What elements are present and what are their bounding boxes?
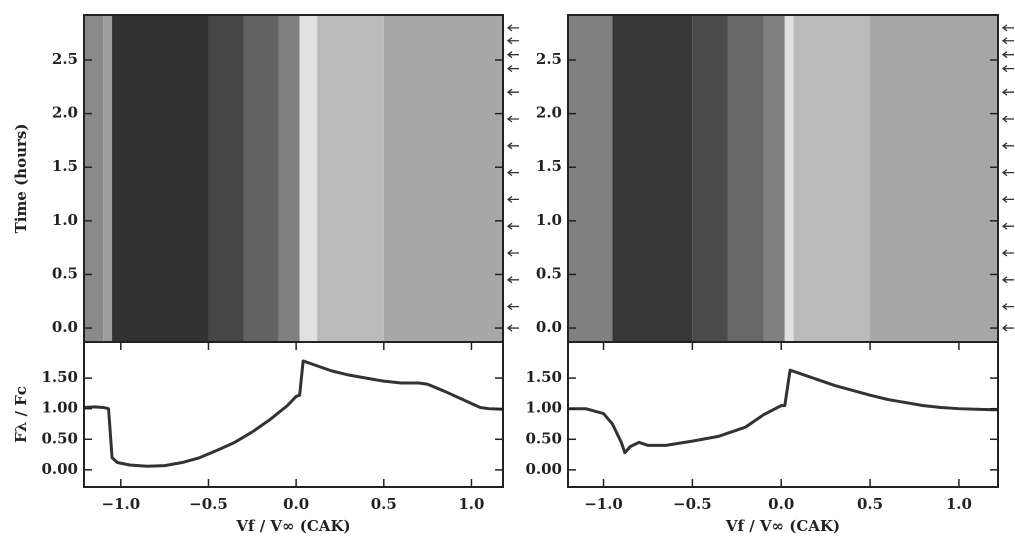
y-tick-label: 0.50 bbox=[41, 429, 78, 447]
y-tick-label: 1.00 bbox=[41, 399, 78, 417]
heatmap-cell bbox=[84, 15, 104, 342]
time-arrow bbox=[1001, 195, 1014, 203]
plot-frame bbox=[83, 341, 504, 488]
heatmap-cell bbox=[870, 15, 998, 342]
time-arrow bbox=[1001, 24, 1014, 32]
time-arrow bbox=[506, 142, 519, 150]
heatmap-cell bbox=[763, 15, 785, 342]
time-arrow bbox=[1001, 276, 1014, 284]
heatmap-cell bbox=[383, 15, 503, 342]
y-tick-label: 0.00 bbox=[525, 460, 562, 478]
heatmap-cell bbox=[112, 15, 209, 342]
heatmap-cell bbox=[103, 15, 113, 342]
time-arrow bbox=[506, 37, 519, 45]
x-tick-label: 0.5 bbox=[857, 495, 883, 513]
time-arrow bbox=[506, 51, 519, 59]
x-tick-label: 1.0 bbox=[458, 495, 484, 513]
y-tick-label: 1.00 bbox=[525, 399, 562, 417]
time-arrow bbox=[506, 222, 519, 230]
y-axis-label: Time (hours) bbox=[12, 124, 30, 234]
y-tick-label: 1.0 bbox=[536, 211, 562, 229]
plot-frame bbox=[567, 341, 999, 488]
time-arrow bbox=[1001, 115, 1014, 123]
y-axis-label: Fλ / Fc bbox=[12, 386, 30, 443]
spectrum-line bbox=[568, 368, 999, 455]
time-arrow bbox=[506, 169, 519, 177]
y-tick-label: 0.5 bbox=[536, 264, 562, 282]
x-tick-label: 0.0 bbox=[283, 495, 309, 513]
y-tick-label: 0.0 bbox=[536, 318, 562, 336]
time-arrow bbox=[506, 324, 519, 332]
time-arrow bbox=[506, 65, 519, 73]
time-arrow bbox=[506, 88, 519, 96]
time-arrow bbox=[1001, 142, 1014, 150]
heatmap-cell bbox=[793, 15, 871, 342]
x-tick-label: −1.0 bbox=[584, 495, 623, 513]
heatmap-cell bbox=[299, 15, 318, 342]
y-tick-label: 2.0 bbox=[536, 104, 562, 122]
time-arrow bbox=[1001, 51, 1014, 59]
x-tick-label: 0.5 bbox=[371, 495, 397, 513]
heatmap-cell bbox=[243, 15, 279, 342]
time-arrow bbox=[506, 303, 519, 311]
spectrum-line bbox=[83, 359, 504, 468]
y-tick-label: 0.0 bbox=[52, 318, 78, 336]
x-axis-label: Vf / V∞ (CAK) bbox=[725, 517, 840, 535]
x-tick-label: −1.0 bbox=[101, 495, 140, 513]
y-tick-label: 1.50 bbox=[41, 368, 78, 386]
time-arrow bbox=[1001, 249, 1014, 257]
x-tick-label: 1.0 bbox=[946, 495, 972, 513]
heatmap-cell bbox=[317, 15, 384, 342]
y-tick-label: 1.50 bbox=[525, 368, 562, 386]
heatmap-cell bbox=[692, 15, 728, 342]
time-arrow bbox=[506, 115, 519, 123]
y-tick-label: 1.5 bbox=[536, 157, 562, 175]
time-arrow bbox=[506, 195, 519, 203]
heatmap-cell bbox=[784, 15, 794, 342]
time-arrow bbox=[1001, 65, 1014, 73]
time-arrow bbox=[506, 249, 519, 257]
heatmap-cell bbox=[278, 15, 300, 342]
y-tick-label: 1.5 bbox=[52, 157, 78, 175]
y-tick-label: 2.0 bbox=[52, 104, 78, 122]
heatmap-cell bbox=[208, 15, 244, 342]
time-arrow bbox=[506, 24, 519, 32]
x-tick-label: −0.5 bbox=[673, 495, 712, 513]
time-arrow bbox=[1001, 88, 1014, 96]
y-tick-label: 0.50 bbox=[525, 429, 562, 447]
y-tick-label: 0.00 bbox=[41, 460, 78, 478]
heatmap-cell bbox=[612, 15, 693, 342]
x-axis-label: Vf / V∞ (CAK) bbox=[235, 517, 350, 535]
heatmap-cell bbox=[727, 15, 764, 342]
y-tick-label: 0.5 bbox=[52, 264, 78, 282]
time-arrow bbox=[1001, 324, 1014, 332]
x-tick-label: −0.5 bbox=[189, 495, 228, 513]
x-tick-label: 0.0 bbox=[768, 495, 794, 513]
y-tick-label: 2.5 bbox=[52, 50, 78, 68]
heatmap-cell bbox=[568, 15, 613, 342]
y-tick-label: 1.0 bbox=[52, 211, 78, 229]
y-tick-label: 2.5 bbox=[536, 50, 562, 68]
time-arrow bbox=[1001, 169, 1014, 177]
time-arrow bbox=[1001, 37, 1014, 45]
time-arrow bbox=[1001, 222, 1014, 230]
time-arrow bbox=[506, 276, 519, 284]
time-arrow bbox=[1001, 303, 1014, 311]
